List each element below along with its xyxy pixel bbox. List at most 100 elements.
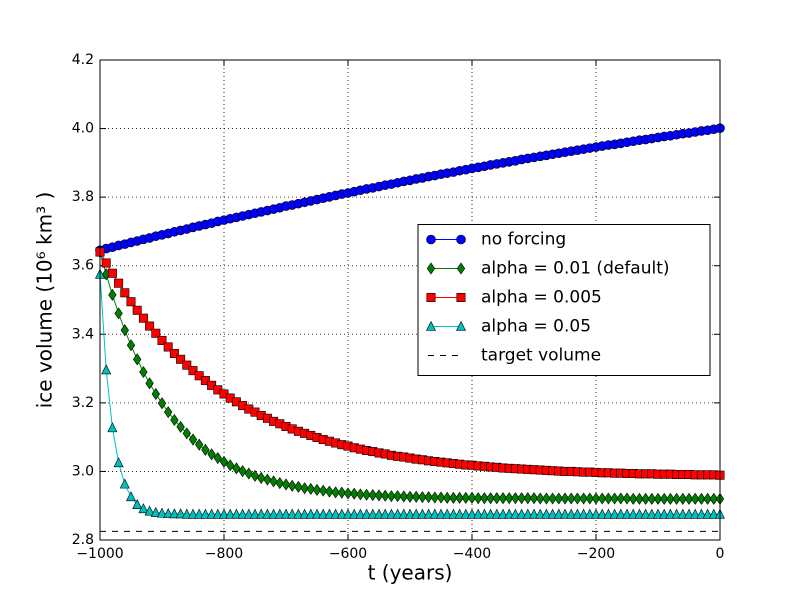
marker xyxy=(299,508,310,519)
marker xyxy=(622,492,632,505)
marker xyxy=(479,508,490,519)
marker xyxy=(380,508,391,519)
marker xyxy=(188,508,198,519)
marker xyxy=(132,305,142,315)
x-tick-label: −200 xyxy=(577,546,615,562)
marker xyxy=(454,508,465,519)
series xyxy=(95,268,725,519)
marker xyxy=(207,448,216,461)
marker xyxy=(553,508,564,519)
marker xyxy=(516,508,527,519)
marker xyxy=(659,508,670,519)
marker xyxy=(257,471,266,484)
marker xyxy=(181,508,192,519)
marker xyxy=(151,328,161,338)
marker xyxy=(238,465,247,478)
marker xyxy=(709,492,718,505)
marker xyxy=(485,508,496,519)
marker xyxy=(126,491,136,502)
marker xyxy=(138,313,148,323)
marker xyxy=(343,508,353,519)
marker xyxy=(616,492,625,505)
marker xyxy=(293,508,304,519)
marker xyxy=(175,508,186,519)
legend-marker xyxy=(456,234,466,245)
marker xyxy=(287,508,298,519)
legend-label: alpha = 0.005 xyxy=(481,288,602,308)
marker xyxy=(367,508,378,519)
marker xyxy=(319,484,328,497)
marker xyxy=(666,492,675,505)
marker xyxy=(672,492,681,505)
marker xyxy=(522,508,533,519)
marker xyxy=(684,492,694,505)
x-tick-label: −400 xyxy=(453,546,491,562)
y-tick-label: 2.8 xyxy=(72,532,94,548)
y-tick-label: 3.4 xyxy=(72,326,94,342)
marker xyxy=(126,297,136,307)
marker xyxy=(325,485,334,498)
marker xyxy=(541,508,552,519)
marker xyxy=(237,508,248,519)
marker xyxy=(170,413,179,427)
marker xyxy=(356,488,365,501)
marker xyxy=(126,339,136,352)
marker xyxy=(486,492,495,505)
marker xyxy=(275,477,284,490)
legend-label: alpha = 0.05 xyxy=(481,317,591,337)
marker xyxy=(281,478,291,491)
marker xyxy=(411,508,422,519)
marker xyxy=(145,377,154,390)
marker xyxy=(467,508,477,519)
marker xyxy=(288,479,297,492)
marker xyxy=(386,508,397,519)
marker xyxy=(374,508,384,519)
marker xyxy=(604,492,613,505)
marker xyxy=(225,508,236,519)
marker xyxy=(418,491,427,504)
legend-marker xyxy=(426,292,436,302)
marker xyxy=(591,508,601,519)
marker xyxy=(647,492,656,505)
marker xyxy=(157,335,167,345)
marker xyxy=(585,492,594,505)
y-axis-label: ice volume (10⁶ km³ ) xyxy=(33,192,57,409)
marker xyxy=(300,482,309,495)
marker xyxy=(269,475,278,488)
marker xyxy=(412,490,421,503)
y-tick-label: 3.2 xyxy=(72,395,94,411)
marker xyxy=(560,508,570,519)
marker xyxy=(107,268,117,278)
marker xyxy=(176,354,186,364)
marker xyxy=(133,353,142,366)
marker xyxy=(423,508,434,519)
marker xyxy=(250,508,260,519)
marker xyxy=(374,489,384,502)
marker xyxy=(281,508,291,519)
marker xyxy=(697,492,706,505)
marker xyxy=(108,288,117,301)
marker xyxy=(579,492,588,505)
marker xyxy=(622,508,632,519)
marker xyxy=(312,508,322,519)
legend-marker xyxy=(426,234,436,245)
marker xyxy=(628,508,639,519)
marker xyxy=(560,492,570,505)
y-tick-label: 4.0 xyxy=(72,121,94,137)
marker xyxy=(629,492,638,505)
marker xyxy=(361,508,372,519)
marker xyxy=(212,508,223,519)
marker xyxy=(417,508,428,519)
marker xyxy=(294,480,303,493)
marker xyxy=(200,376,210,386)
marker xyxy=(244,467,253,480)
marker xyxy=(690,508,701,519)
legend-marker xyxy=(456,320,466,331)
marker xyxy=(591,492,601,505)
series xyxy=(95,123,725,256)
legend-marker xyxy=(426,320,436,331)
marker xyxy=(336,508,347,519)
marker xyxy=(312,483,322,496)
legend-label: no forcing xyxy=(481,230,566,250)
marker xyxy=(268,508,279,519)
